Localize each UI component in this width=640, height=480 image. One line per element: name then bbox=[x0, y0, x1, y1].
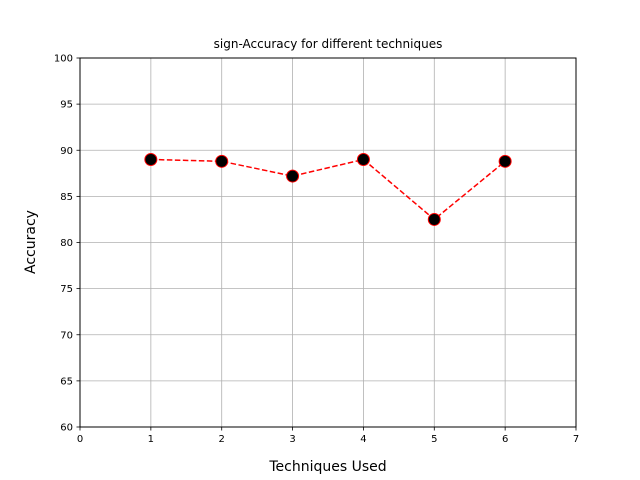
x-axis-label: Techniques Used bbox=[268, 459, 386, 475]
series-line bbox=[150, 158, 506, 221]
y-tick-label: 80 bbox=[60, 238, 73, 249]
x-tick-label: 1 bbox=[148, 434, 154, 445]
y-tick-label: 95 bbox=[60, 100, 73, 111]
data-point bbox=[427, 212, 441, 226]
x-tick-label: 5 bbox=[431, 434, 437, 445]
data-point bbox=[215, 154, 229, 168]
y-tick-label: 100 bbox=[54, 54, 73, 65]
y-tick-label: 70 bbox=[60, 330, 73, 341]
grid bbox=[79, 57, 577, 428]
data-point bbox=[356, 152, 370, 166]
x-tick-label: 2 bbox=[219, 434, 225, 445]
y-tick-label: 75 bbox=[60, 284, 73, 295]
x-tick-label: 3 bbox=[289, 434, 295, 445]
data-point bbox=[498, 154, 512, 168]
x-tick-label: 6 bbox=[502, 434, 508, 445]
y-tick-label: 60 bbox=[60, 423, 73, 434]
data-point bbox=[286, 169, 300, 183]
y-tick-label: 85 bbox=[60, 192, 73, 203]
x-tick-label: 0 bbox=[77, 434, 83, 445]
chart-title: sign-Accuracy for different techniques bbox=[214, 37, 443, 51]
x-tick-label: 4 bbox=[360, 434, 366, 445]
data-point bbox=[144, 152, 158, 166]
y-tick-label: 90 bbox=[60, 146, 73, 157]
series bbox=[144, 152, 512, 226]
y-axis-label: Accuracy bbox=[23, 210, 39, 274]
y-tick-label: 65 bbox=[60, 376, 73, 387]
axis-ticks: 0 1 2 3 4 5 6 7 60 65 70 75 80 85 90 95 100 bbox=[54, 54, 579, 446]
x-tick-label: 7 bbox=[573, 434, 579, 445]
